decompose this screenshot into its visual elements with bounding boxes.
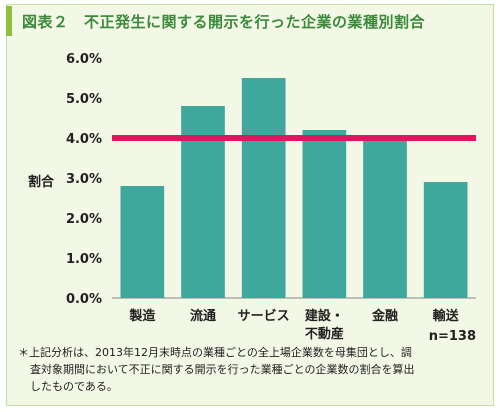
x-tick-label: 輸送 (433, 308, 460, 324)
y-tick-label: 6.0% (66, 52, 102, 67)
y-tick-label: 4.0% (66, 132, 102, 147)
footnote-line-2: 査対象期間において不正に関する開示を行った業種ごとの企業数の割合を算出 (30, 363, 415, 376)
bar (363, 138, 407, 298)
y-axis-label: 割合 (28, 174, 55, 190)
footnote-line-1: ＊上記分析は、2013年12月末時点の業種ごとの全上場企業数を母集団とし、調 (18, 346, 412, 359)
bar (181, 106, 225, 298)
x-tick-label: サービス (238, 308, 290, 324)
bar-series (120, 78, 468, 298)
y-tick-label: 2.0% (66, 212, 102, 227)
x-axis-labels: 製造 流通 サービス 建設・不動産 金融 輸送 (128, 308, 459, 342)
bar (120, 186, 165, 298)
y-tick-label: 1.0% (66, 252, 102, 267)
footnote-line-3: したものである。 (30, 380, 118, 393)
figure-title-bar: 図表２ 不正発生に関する開示を行った企業の業種別割合 (6, 6, 482, 36)
bar (302, 130, 347, 298)
sample-size: n=138 (429, 329, 476, 344)
x-tick-label: 流通 (190, 308, 216, 324)
x-tick-label: 金融 (371, 308, 398, 324)
x-tick-label: 製造 (128, 308, 156, 324)
y-axis-ticks: 0.0% 1.0% 2.0% 3.0% 4.0% 5.0% 6.0% (66, 52, 476, 307)
bar (423, 182, 468, 298)
y-tick-label: 0.0% (66, 292, 102, 307)
x-tick-label: 建設・ (305, 308, 344, 324)
bar (241, 78, 286, 298)
y-tick-label: 5.0% (66, 92, 102, 107)
x-tick-label: 不動産 (305, 326, 344, 342)
figure-title: 図表２ 不正発生に関する開示を行った企業の業種別割合 (22, 12, 426, 31)
footnote: ＊上記分析は、2013年12月末時点の業種ごとの全上場企業数を母集団とし、調 査… (18, 344, 478, 395)
y-tick-label: 3.0% (66, 172, 102, 187)
